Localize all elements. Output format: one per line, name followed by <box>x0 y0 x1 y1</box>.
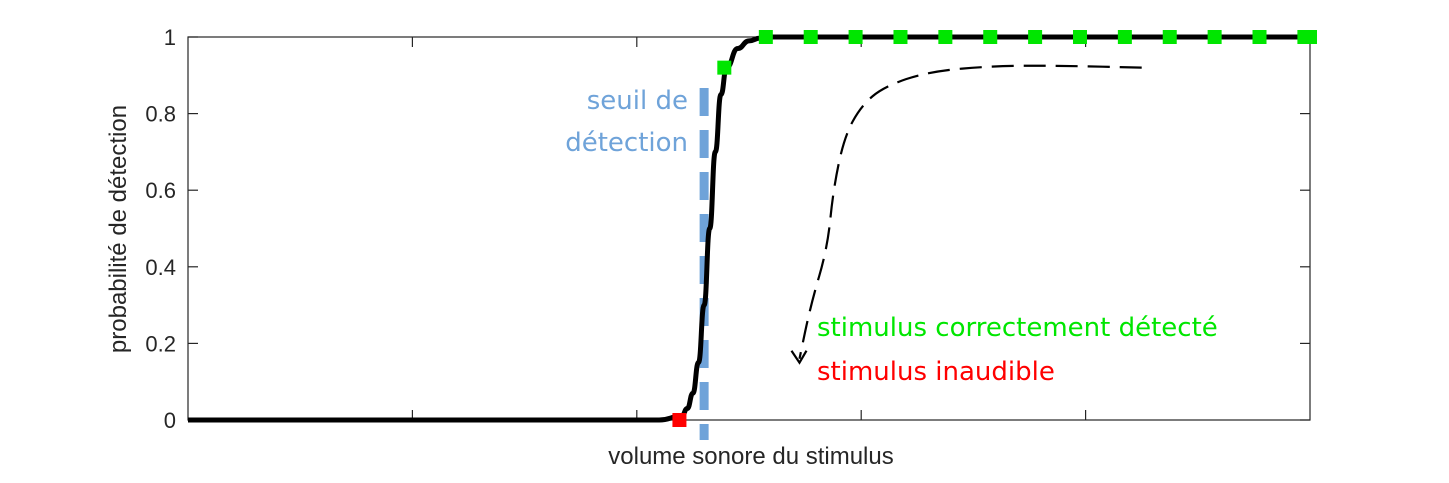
y-tick-label: 0.2 <box>145 331 176 356</box>
legend-inaudible-label: stimulus inaudible <box>817 357 1055 387</box>
y-tick-label: 0.6 <box>145 178 176 203</box>
detected-marker <box>1118 30 1132 44</box>
detected-marker <box>1253 30 1267 44</box>
detected-marker <box>804 30 818 44</box>
y-tick-label: 0.4 <box>145 255 176 280</box>
y-tick-label: 0 <box>164 408 176 433</box>
plot-box <box>188 37 1310 420</box>
inaudible-marker <box>672 413 686 427</box>
axes-frame <box>188 37 1310 420</box>
y-tick-label: 1 <box>164 25 176 50</box>
detected-marker <box>938 30 952 44</box>
detected-marker <box>1073 30 1087 44</box>
legend-detected-label: stimulus correctement détecté <box>817 313 1218 343</box>
detected-marker <box>759 30 773 44</box>
threshold-label-line1: seuil de <box>587 86 688 116</box>
detected-marker <box>1208 30 1222 44</box>
threshold-label-line2: détection <box>565 128 688 158</box>
detected-marker <box>717 61 731 75</box>
x-axis-label: volume sonore du stimulus <box>608 443 893 470</box>
y-axis-label: probabilité de détection <box>105 105 132 353</box>
detected-marker <box>849 30 863 44</box>
detected-marker <box>1303 30 1317 44</box>
detected-marker <box>1163 30 1177 44</box>
y-tick-label: 0.8 <box>145 102 176 127</box>
detected-marker <box>983 30 997 44</box>
detected-marker <box>893 30 907 44</box>
detected-marker <box>1028 30 1042 44</box>
